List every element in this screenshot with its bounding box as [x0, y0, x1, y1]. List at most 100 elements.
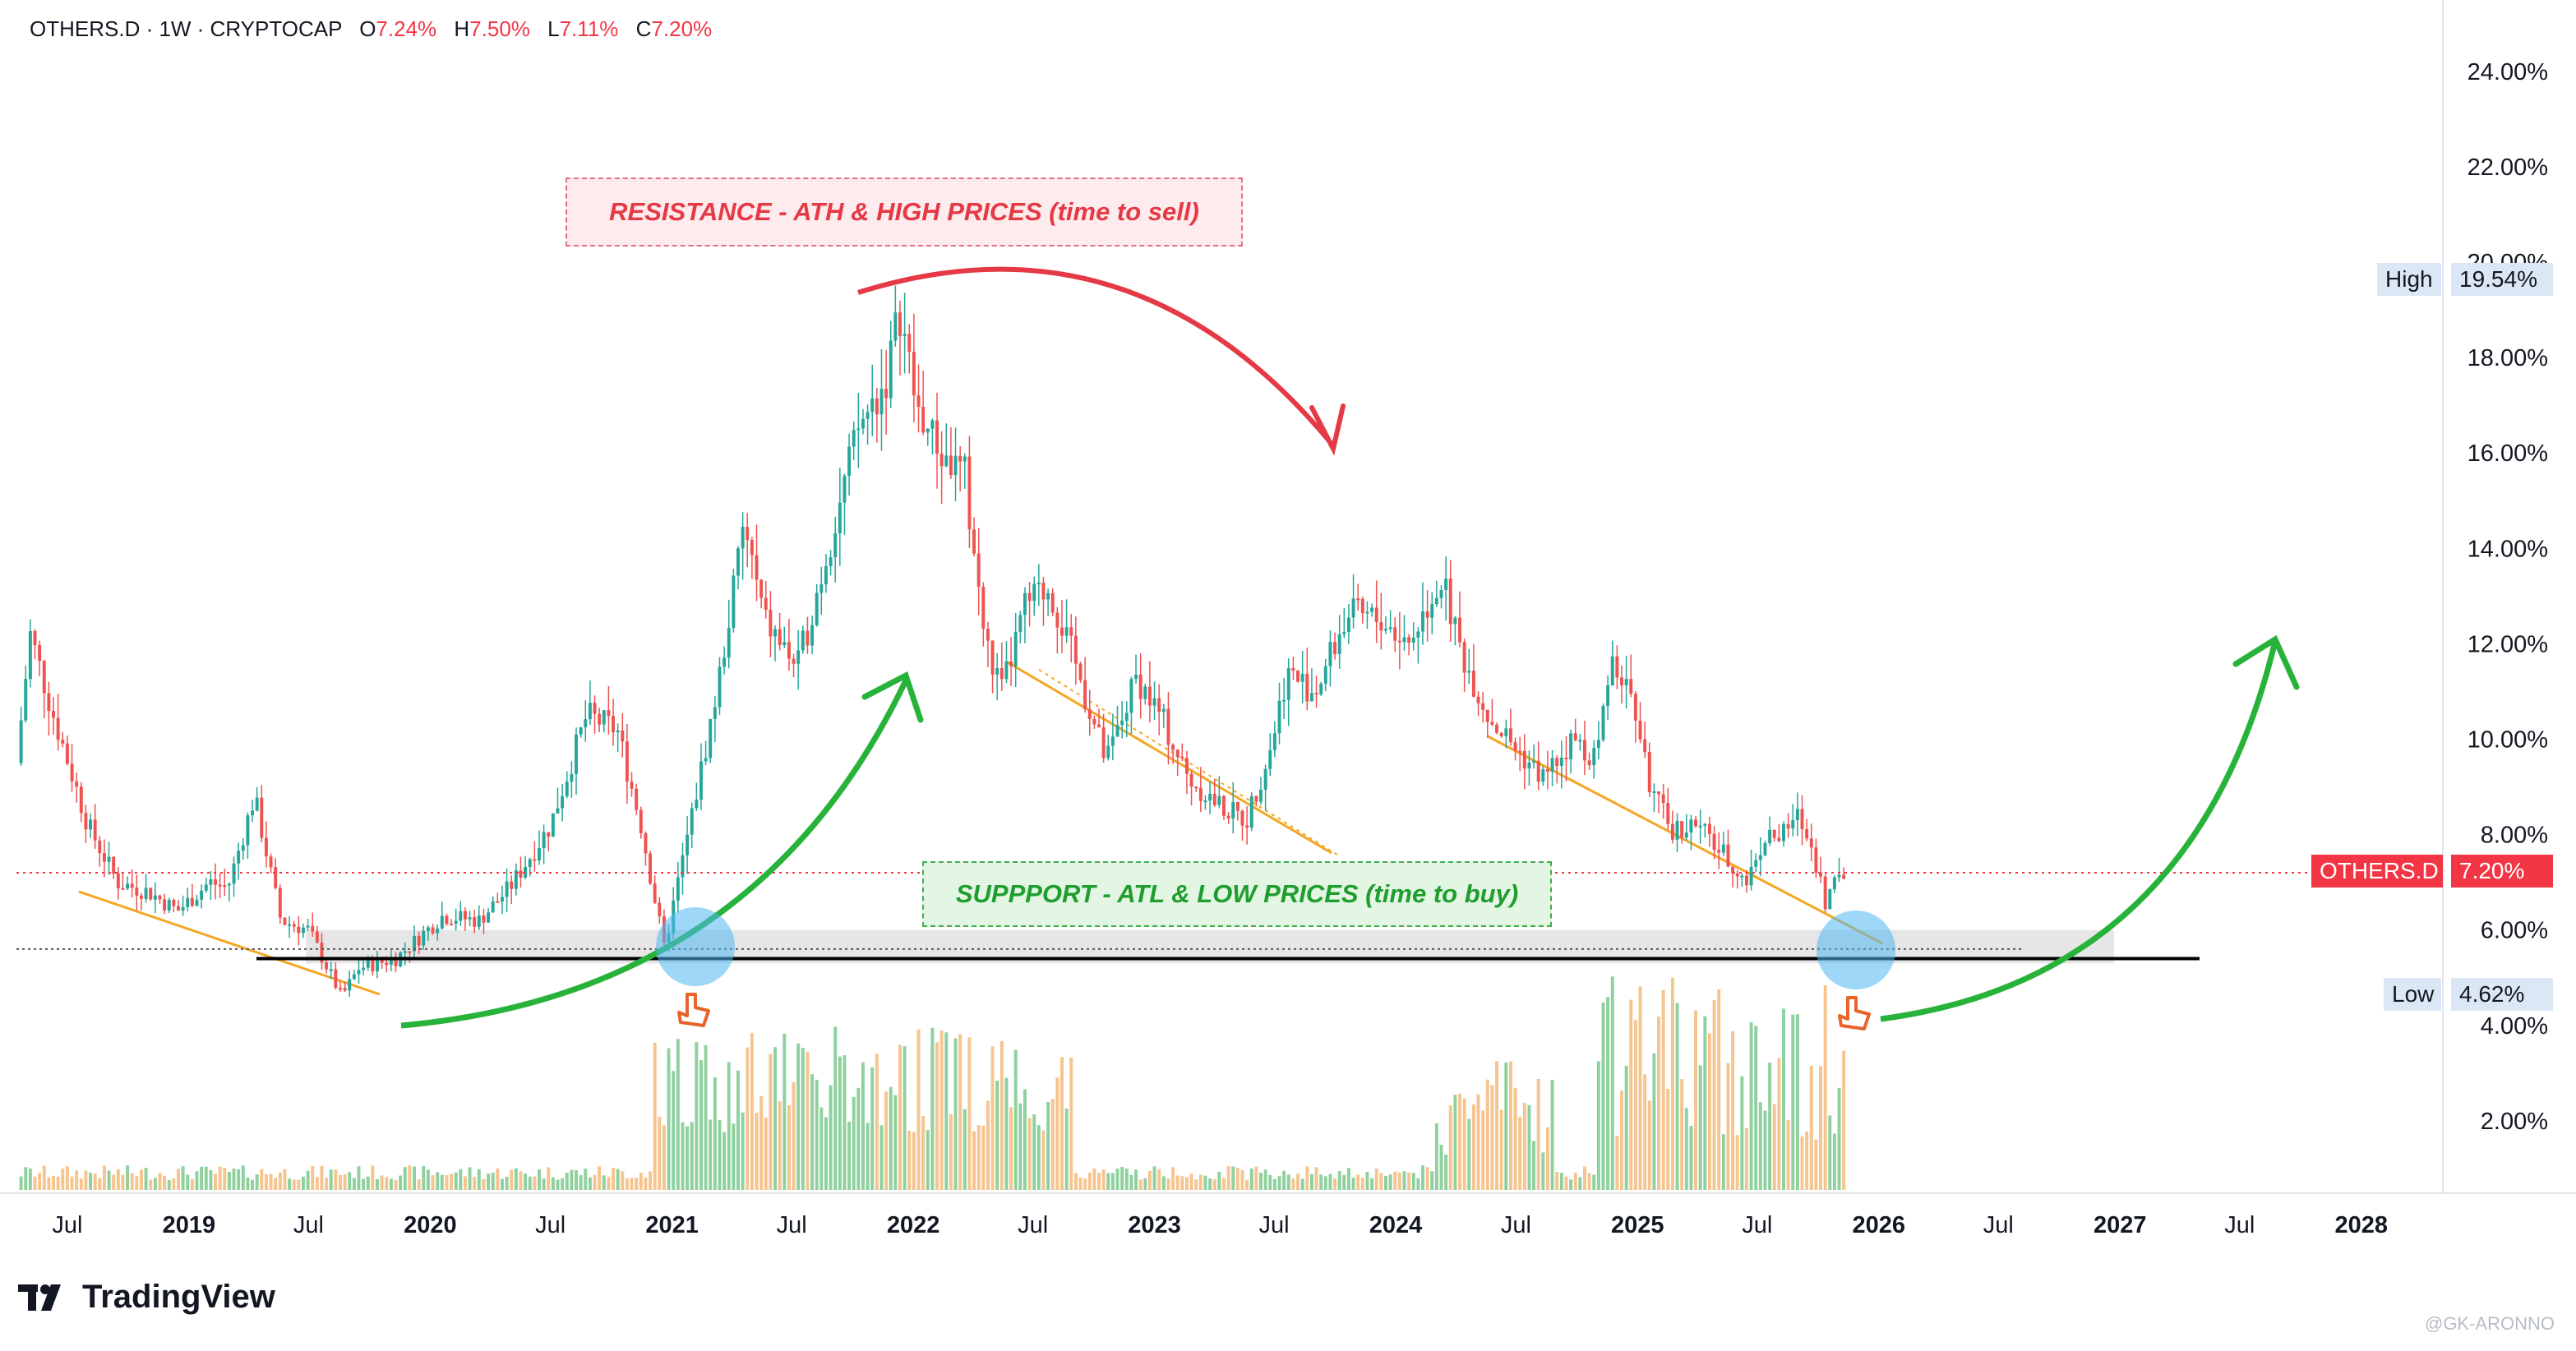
- volume-bar: [653, 1042, 657, 1190]
- candle-body: [621, 730, 625, 742]
- candle-body: [1587, 760, 1591, 766]
- volume-bar: [764, 1117, 768, 1190]
- volume-bar: [1152, 1166, 1156, 1190]
- watermark: @GK-ARONNO: [2424, 1313, 2555, 1334]
- volume-bar: [190, 1178, 194, 1190]
- candle-body: [829, 557, 833, 566]
- candle-body: [1055, 612, 1059, 628]
- candle-body: [713, 707, 717, 719]
- resistance-annotation: RESISTANCE - ATH & HIGH PRICES (time to …: [566, 178, 1243, 247]
- candle-body: [1319, 683, 1323, 694]
- volume-bar: [912, 1132, 916, 1190]
- volume-bar: [38, 1173, 42, 1190]
- candle-body: [1407, 637, 1411, 643]
- candle-body: [1819, 872, 1822, 877]
- candle-body: [1393, 627, 1397, 641]
- volume-bar: [1522, 1103, 1526, 1190]
- volume-bar: [1485, 1079, 1489, 1190]
- volume-bar: [963, 1109, 967, 1190]
- volume-bar: [1036, 1125, 1041, 1190]
- volume-bar: [408, 1165, 412, 1190]
- volume-bar: [1147, 1170, 1152, 1190]
- volume-bar: [1231, 1166, 1235, 1190]
- volume-bar: [561, 1178, 565, 1190]
- volume-bar: [607, 1177, 611, 1190]
- high-badge-value: 19.54%: [2451, 263, 2553, 296]
- candle-body: [1050, 593, 1055, 613]
- volume-bar: [1703, 1016, 1707, 1190]
- candle-body: [810, 625, 815, 646]
- symbol-info[interactable]: OTHERS.D · 1W · CRYPTOCAP: [30, 16, 342, 41]
- volume-bar: [755, 1112, 759, 1190]
- candle-body: [227, 883, 231, 886]
- candle-body: [38, 645, 42, 662]
- volume-bar: [394, 1179, 398, 1190]
- volume-bar: [1356, 1174, 1360, 1190]
- volume-bar: [1249, 1168, 1253, 1190]
- volume-bar: [1490, 1085, 1494, 1190]
- candle-body: [264, 837, 268, 857]
- candle-body: [237, 851, 241, 864]
- candle-body: [459, 911, 463, 921]
- volume-bar: [1680, 1079, 1684, 1190]
- volume-bar: [1041, 1130, 1046, 1190]
- volume-bar: [227, 1172, 231, 1190]
- x-tick-label: Jul: [535, 1212, 566, 1238]
- volume-bar: [1444, 1155, 1448, 1190]
- candle-body: [116, 874, 120, 888]
- y-tick-label: 2.00%: [2481, 1109, 2548, 1135]
- volume-bar: [1046, 1101, 1050, 1190]
- candle-body: [856, 428, 861, 431]
- candle-body: [1115, 725, 1119, 737]
- candle-body: [1129, 679, 1133, 713]
- candle-body: [1004, 661, 1009, 680]
- x-tick-label: 2022: [887, 1212, 940, 1238]
- volume-bar: [1508, 1061, 1512, 1190]
- candle-body: [1194, 786, 1198, 789]
- volume-bar: [1194, 1179, 1198, 1190]
- downtrend-line-2: [1007, 661, 1332, 855]
- volume-bar: [1624, 1065, 1628, 1190]
- volume-bar: [1633, 1020, 1637, 1190]
- candle-body: [1666, 803, 1670, 824]
- volume-bar: [898, 1044, 902, 1190]
- candle-body: [1041, 582, 1046, 600]
- candle-body: [514, 870, 518, 889]
- candle-body: [681, 855, 685, 878]
- candle-body: [1277, 700, 1281, 734]
- volume-bar: [1305, 1166, 1309, 1190]
- candle-body: [417, 935, 421, 946]
- candle-body: [658, 902, 662, 917]
- volume-bar: [19, 1176, 23, 1190]
- volume-bar: [380, 1175, 384, 1190]
- tradingview-logo[interactable]: TradingView: [18, 1279, 275, 1316]
- candle-body: [1694, 819, 1698, 827]
- volume-bar: [399, 1175, 403, 1190]
- volume-bar: [1087, 1173, 1092, 1190]
- volume-bar: [1754, 1026, 1758, 1190]
- volume-bar: [593, 1174, 597, 1190]
- candle-body: [533, 859, 537, 861]
- candle-body: [1300, 673, 1304, 682]
- green-curve-arrow-right: [1880, 640, 2278, 1022]
- candle-body: [112, 856, 116, 874]
- candle-body: [366, 960, 370, 968]
- candle-body: [1731, 866, 1735, 874]
- candle-body: [538, 848, 541, 860]
- volume-bar: [84, 1170, 88, 1190]
- candle-body: [190, 897, 194, 906]
- volume-bar: [177, 1169, 180, 1190]
- candle-body: [1610, 656, 1614, 685]
- candle-body: [1425, 611, 1429, 618]
- volume-bar: [810, 1074, 815, 1190]
- volume-bar: [1245, 1179, 1249, 1190]
- candle-body: [1101, 727, 1106, 758]
- volume-bar: [505, 1176, 509, 1190]
- candle-body: [121, 888, 125, 890]
- candle-body: [861, 418, 865, 429]
- volume-bar: [1078, 1177, 1083, 1190]
- volume-bar: [1277, 1176, 1281, 1190]
- candle-body: [130, 883, 134, 888]
